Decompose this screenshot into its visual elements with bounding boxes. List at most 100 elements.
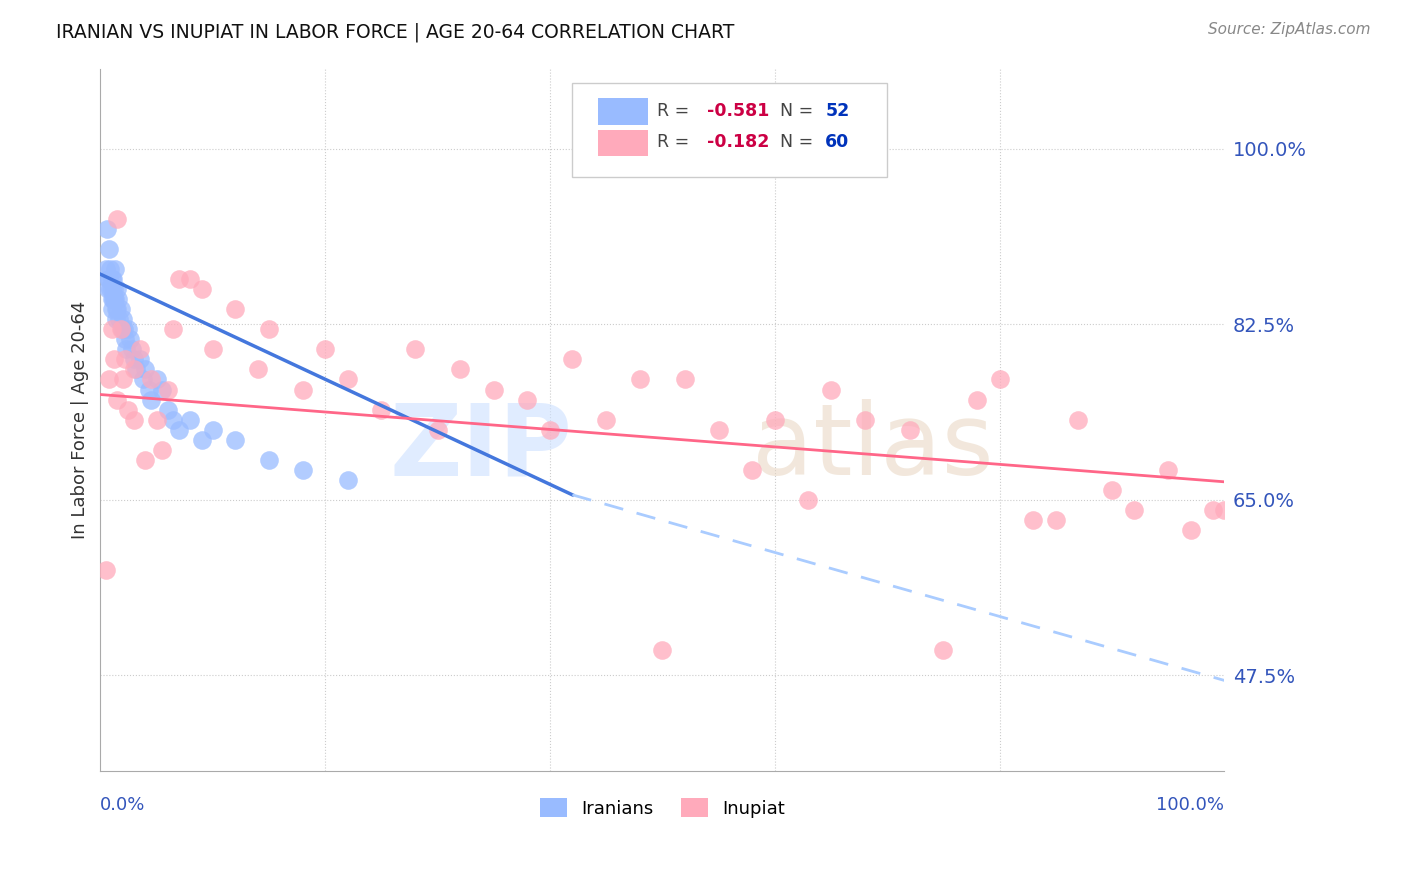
Point [132,372,155,386]
Point [139,372,162,386]
Point [707,423,730,437]
Text: R =: R = [657,133,695,152]
Point [162,322,184,336]
Point [112,322,135,336]
Point [117,402,139,417]
Text: atlas: atlas [752,400,994,496]
Point [134,452,156,467]
Point [179,412,201,426]
Point [797,492,820,507]
Text: 100.0%: 100.0% [1156,796,1225,814]
Y-axis label: In Labor Force | Age 20-64: In Labor Force | Age 20-64 [72,301,89,539]
Point [101,272,124,286]
Point [1123,503,1146,517]
Point [190,282,212,296]
Point [426,423,449,437]
Point [114,332,136,346]
Point [114,352,136,367]
FancyBboxPatch shape [599,129,648,156]
Point [122,412,145,426]
Point [179,272,201,286]
Point [1067,412,1090,426]
Point [628,372,651,386]
Point [201,343,224,357]
Point [104,292,127,306]
Text: 60: 60 [825,133,849,152]
Text: 52: 52 [825,102,849,120]
Point [1180,523,1202,537]
Point [105,392,128,407]
Text: -0.581: -0.581 [707,102,769,120]
Point [190,433,212,447]
Point [105,312,128,326]
Point [97,282,120,296]
Point [595,412,617,426]
Point [111,322,134,336]
Point [741,463,763,477]
Point [651,643,673,657]
Point [1202,503,1225,517]
Point [122,352,145,367]
Point [449,362,471,376]
Point [110,302,132,317]
Point [105,302,128,317]
Point [103,352,125,367]
Point [224,302,246,317]
Point [100,302,122,317]
Point [105,211,128,226]
Point [115,343,138,357]
Point [107,292,129,306]
Point [125,362,148,376]
Text: Source: ZipAtlas.com: Source: ZipAtlas.com [1208,22,1371,37]
Point [100,282,122,296]
Point [98,242,121,256]
Point [100,262,122,277]
Point [156,383,179,397]
Point [110,322,132,336]
Point [167,423,190,437]
Point [404,343,426,357]
Text: R =: R = [657,102,695,120]
Point [538,423,561,437]
Point [122,362,145,376]
Point [853,412,876,426]
Point [162,412,184,426]
Point [105,302,128,317]
Point [98,272,121,286]
Point [156,402,179,417]
Point [291,383,314,397]
FancyBboxPatch shape [599,98,648,125]
Point [314,343,336,357]
Point [94,563,117,577]
Point [117,322,139,336]
Point [111,312,134,326]
Point [167,272,190,286]
Text: IRANIAN VS INUPIAT IN LABOR FORCE | AGE 20-64 CORRELATION CHART: IRANIAN VS INUPIAT IN LABOR FORCE | AGE … [56,22,734,42]
Point [134,362,156,376]
Point [1022,513,1045,527]
Point [820,383,842,397]
Point [150,383,173,397]
Point [966,392,988,407]
FancyBboxPatch shape [572,83,887,178]
Point [108,312,131,326]
Point [201,423,224,437]
Legend: Iranians, Inupiat: Iranians, Inupiat [533,791,792,825]
Point [224,433,246,447]
Point [1157,463,1180,477]
Point [257,322,280,336]
Point [932,643,955,657]
Point [482,383,505,397]
Point [1045,513,1067,527]
Text: N =: N = [769,102,818,120]
Text: ZIP: ZIP [389,400,572,496]
Point [96,222,118,236]
Point [561,352,583,367]
Point [104,262,127,277]
Point [100,282,122,296]
Point [118,332,141,346]
Point [336,372,359,386]
Point [100,322,122,336]
Point [111,372,134,386]
Point [336,473,359,487]
